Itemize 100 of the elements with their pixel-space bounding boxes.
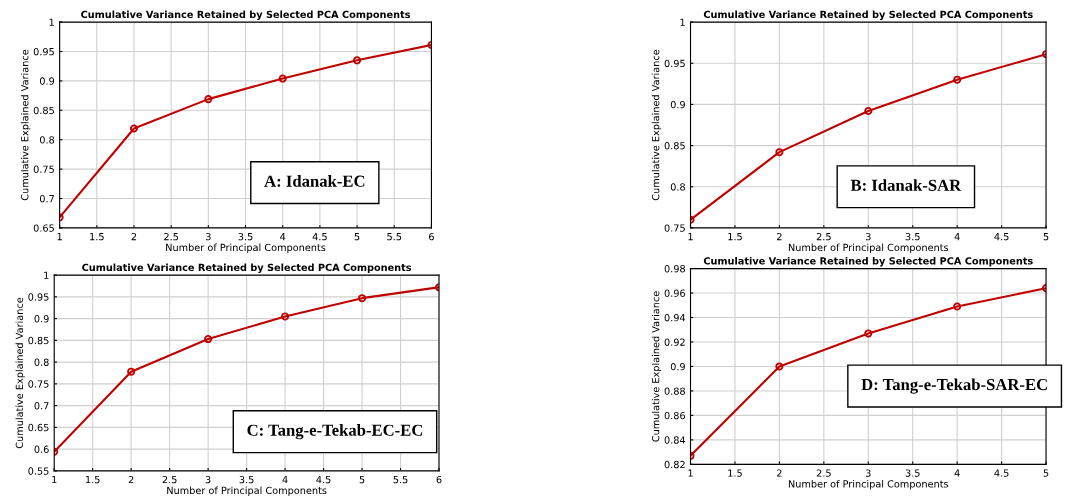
x-axis-title: Number of Principal Components: [788, 480, 949, 490]
x-tick-label: 1: [57, 233, 62, 241]
x-tick-label: 5: [1043, 469, 1049, 477]
x-tick-label: 2.5: [162, 475, 177, 484]
point: [204, 335, 213, 344]
y-tick-label: 0.95: [28, 293, 49, 301]
x-tick-label: 3.5: [239, 475, 254, 484]
y-tick-label: 0.8: [39, 136, 55, 144]
x-tick-label: 6: [436, 475, 442, 484]
annotation: A: Idanak-EC: [264, 175, 365, 187]
point: [953, 302, 962, 311]
point: [953, 75, 962, 84]
x-tick-label: 5: [359, 476, 365, 484]
y-tick-label: 1: [44, 271, 49, 279]
x-tick-label: 4.5: [994, 469, 1009, 477]
y-tick-label: 0.9: [670, 100, 685, 109]
y-axis-title: Cumulative Explained Variance: [15, 297, 25, 449]
x-tick-label: 4.5: [316, 476, 331, 484]
x-tick-label: 1: [688, 469, 693, 477]
annotation: B: Idanak-SAR: [850, 179, 962, 191]
y-tick-label: 0.98: [664, 265, 685, 273]
y-tick-label: 0.7: [34, 402, 49, 410]
y-tick-label: 0.96: [664, 289, 686, 297]
y-tick-label: 0.9: [670, 362, 685, 371]
y-axis-title: Cumulative Explained Variance: [20, 49, 31, 201]
x-tick-label: 3: [865, 469, 871, 477]
x-axis-title: Number of Principal Components: [167, 486, 327, 496]
y-tick-label: 0.85: [664, 142, 685, 150]
y-tick-label: 0.6: [34, 445, 49, 453]
x-tick-label: 1: [688, 233, 693, 241]
chart-title: Cumulative Variance Retained by Selected PCA Components: [703, 257, 1033, 267]
annotation: D: Tang-e-Tekab-SAR-EC: [861, 378, 1047, 394]
y-tick-label: 0.65: [33, 224, 54, 232]
x-axis-title: Number of Principal Components: [788, 243, 949, 253]
point: [775, 362, 784, 371]
x-tick-label: 2: [777, 232, 782, 241]
x-tick-label: 4: [954, 233, 960, 241]
point: [281, 312, 290, 321]
y-tick-label: 0.84: [664, 436, 686, 444]
x-tick-label: 2: [128, 475, 134, 484]
x-tick-label: 3: [205, 232, 211, 241]
x-tick-label: 1.5: [86, 476, 100, 484]
y-tick-label: 0.82: [664, 460, 685, 469]
x-tick-label: 4: [280, 233, 286, 241]
x-tick-label: 5: [1043, 233, 1049, 241]
point: [864, 106, 873, 116]
x-tick-label: 2.5: [164, 232, 179, 241]
x-tick-label: 6: [429, 232, 434, 241]
x-tick-label: 5: [354, 233, 360, 241]
x-tick-label: 2.5: [816, 232, 831, 241]
x-tick-label: 4.5: [994, 233, 1009, 241]
y-tick-label: 1: [680, 18, 685, 26]
x-axis-title: Number of Principal Components: [166, 243, 326, 253]
x-tick-label: 3: [205, 475, 211, 484]
y-tick-label: 0.55: [28, 467, 49, 475]
x-tick-label: 4.5: [312, 233, 327, 241]
x-tick-label: 1.5: [728, 469, 742, 477]
y-tick-label: 0.94: [664, 313, 686, 322]
y-tick-label: 0.92: [664, 338, 685, 346]
point: [864, 329, 873, 338]
x-tick-label: 2: [777, 469, 782, 477]
y-tick-label: 0.7: [39, 194, 54, 203]
annotation: C: Tang-e-Tekab-EC-EC: [247, 424, 423, 440]
point: [129, 124, 139, 133]
y-tick-label: 0.85: [28, 336, 49, 345]
y-tick-label: 0.86: [664, 411, 686, 420]
y-tick-label: 0.75: [28, 380, 49, 388]
y-tick-label: 1: [49, 18, 54, 26]
chart-title: Cumulative Variance Retained by Selected PCA Components: [81, 10, 410, 21]
point: [278, 74, 287, 83]
x-tick-label: 1.5: [728, 233, 742, 241]
chart-title: Cumulative Variance Retained by Selected PCA Components: [703, 10, 1033, 21]
y-axis-title: Cumulative Explained Variance: [651, 291, 662, 442]
y-tick-label: 0.9: [39, 77, 55, 85]
y-tick-label: 0.75: [33, 165, 54, 173]
y-tick-label: 0.8: [34, 358, 49, 366]
point: [358, 294, 367, 303]
y-tick-label: 0.95: [33, 47, 54, 56]
x-tick-label: 4: [954, 469, 960, 477]
x-tick-label: 2: [131, 232, 137, 241]
y-tick-label: 0.85: [33, 106, 54, 115]
point: [204, 95, 213, 104]
y-tick-label: 0.88: [664, 387, 685, 395]
y-tick-label: 0.9: [34, 315, 49, 323]
x-tick-label: 1.5: [90, 233, 104, 241]
y-tick-label: 0.8: [670, 183, 685, 191]
x-tick-label: 3: [865, 232, 871, 241]
x-tick-label: 2.5: [816, 469, 831, 477]
x-tick-label: 5.5: [393, 476, 408, 484]
y-axis-title: Cumulative Explained Variance: [651, 49, 662, 201]
chart-title: Cumulative Variance Retained by Selected PCA Components: [82, 263, 412, 274]
y-tick-label: 0.75: [664, 224, 685, 232]
point: [353, 56, 362, 65]
y-tick-label: 0.65: [28, 423, 49, 432]
point: [127, 367, 136, 376]
point: [775, 148, 784, 157]
x-tick-label: 3.5: [238, 232, 253, 241]
x-tick-label: 3.5: [905, 469, 920, 477]
x-tick-label: 4: [282, 476, 288, 484]
x-tick-label: 3.5: [905, 232, 920, 241]
